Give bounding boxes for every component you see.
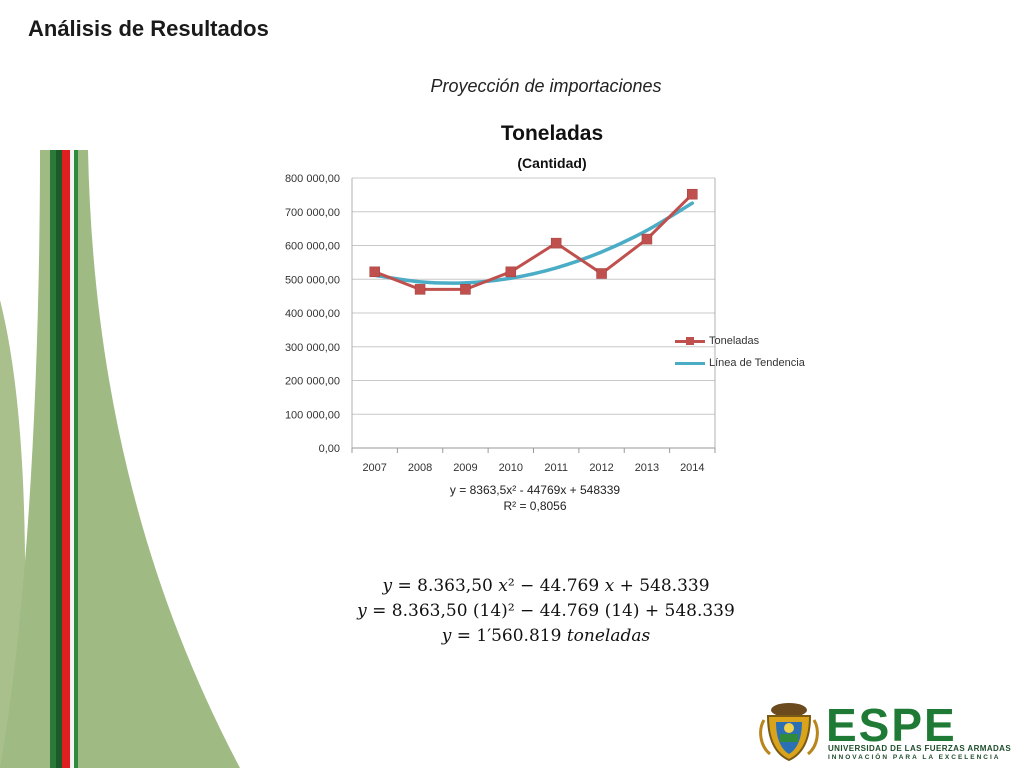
university-motto: INNOVACIÓN PARA LA EXCELENCIA <box>828 754 1001 761</box>
university-name: UNIVERSIDAD DE LAS FUERZAS ARMADAS <box>828 744 1012 753</box>
chart-title: Toneladas <box>500 122 604 145</box>
data-point-toneladas <box>641 233 653 245</box>
trendline-equation: y = 8363,5x² - 44769x + 548339 <box>449 483 621 497</box>
legend-item-toneladas: Toneladas <box>675 330 805 352</box>
line-chart: 0,00 100 000,00 200 000,00 300 000,00 400 00… <box>285 173 716 474</box>
x-tick-label: 2013 <box>635 462 659 474</box>
x-tick-label: 2014 <box>680 462 704 474</box>
data-point-toneladas <box>687 188 698 200</box>
y-tick-label: 700 000,00 <box>285 207 340 219</box>
espe-wordmark: ESPE <box>826 699 957 751</box>
x-tick-label: 2011 <box>544 462 568 474</box>
series-line-toneladas <box>374 193 694 291</box>
x-tick-label: 2007 <box>362 462 386 474</box>
espe-logo: ESPE UNIVERSIDAD DE LAS FUERZAS ARMADAS … <box>756 700 1020 764</box>
y-tick-label: 600 000,00 <box>285 241 340 253</box>
data-point-toneladas <box>369 266 380 278</box>
data-point-toneladas <box>505 266 517 278</box>
legend-label-toneladas: Toneladas <box>709 335 760 347</box>
data-point-toneladas <box>460 284 471 295</box>
y-tick-label: 200 000,00 <box>285 376 340 388</box>
trendline-equation-block: y = 8363,5x² - 44769x + 548339 R² = 0,80… <box>255 482 815 514</box>
y-tick-label: 0,00 <box>319 443 340 455</box>
data-point-toneladas <box>596 268 607 279</box>
legend-label-tendencia: Línea de Tendencia <box>709 357 805 369</box>
math-line-3: 𝑦 = 1′560.819 𝑡𝑜𝑛𝑒𝑙𝑎𝑑𝑎𝑠 <box>441 626 651 646</box>
r-squared: R² = 0,8056 <box>503 499 567 513</box>
decorative-green-stem <box>0 150 240 768</box>
legend-item-tendencia: Línea de Tendencia <box>675 352 805 374</box>
coat-of-arms-icon <box>759 703 819 762</box>
chart-subtitle: (Cantidad) <box>517 155 587 171</box>
x-tick-label: 2008 <box>408 462 432 474</box>
slide-title: Análisis de Resultados <box>28 16 269 41</box>
projection-calculation: 𝑦 = 8.363,50 𝑥² − 44.769 𝑥 + 548.339 𝑦 =… <box>300 574 792 649</box>
y-tick-label: 800 000,00 <box>285 173 340 185</box>
math-line-2: 𝑦 = 8.363,50 (14)² − 44.769 (14) + 548.3… <box>357 601 735 621</box>
y-tick-label: 500 000,00 <box>285 274 340 286</box>
math-line-1: 𝑦 = 8.363,50 𝑥² − 44.769 𝑥 + 548.339 <box>382 576 710 596</box>
x-tick-label: 2010 <box>499 462 523 474</box>
data-point-toneladas <box>414 284 426 295</box>
x-tick-label: 2009 <box>453 462 477 474</box>
y-tick-label: 100 000,00 <box>285 409 340 421</box>
chart-area: Toneladas (Cantidad) 0,00 100 000,00 200 0… <box>250 118 840 528</box>
legend-swatch-tendencia <box>675 358 705 368</box>
y-tick-label: 400 000,00 <box>285 308 340 320</box>
legend-swatch-toneladas <box>675 336 705 346</box>
x-tick-label: 2012 <box>589 462 613 474</box>
series-line-tendencia <box>372 201 695 285</box>
slide-subtitle: Proyección de importaciones <box>430 76 662 96</box>
chart-legend: Toneladas Línea de Tendencia <box>675 330 805 374</box>
y-tick-label: 300 000,00 <box>285 342 340 354</box>
data-point-toneladas <box>550 237 562 249</box>
